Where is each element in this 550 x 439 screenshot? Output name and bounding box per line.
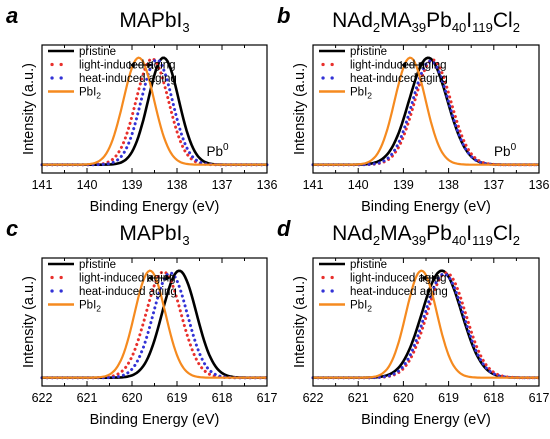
x-tick-label: 621 xyxy=(77,391,98,405)
legend-entry: light-induced aging xyxy=(79,273,176,285)
x-tick-label: 136 xyxy=(257,178,278,192)
x-tick-label: 139 xyxy=(393,178,414,192)
series-heat-induced-aging-line xyxy=(311,272,541,380)
series-light-induced-aging-line xyxy=(311,58,541,167)
panel-title: MAPbI3 xyxy=(119,222,189,248)
legend-entry: pristine xyxy=(79,259,116,271)
panel-d: d NAd2MA39Pb40I119Cl2 pristine light-induce… xyxy=(277,216,549,428)
series-pbi2-line xyxy=(42,269,267,379)
panel-title: NAd2MA39Pb40I119Cl2 xyxy=(332,222,520,248)
shift-arrow-head xyxy=(432,275,438,281)
shift-arrow-head xyxy=(129,62,135,68)
legend-entry: pristine xyxy=(350,46,387,58)
x-tick-label: 618 xyxy=(483,391,504,405)
legend-entry: heat-induced aging xyxy=(79,286,177,298)
x-tick-label: 139 xyxy=(122,178,143,192)
legend-entry: light-induced aging xyxy=(79,60,176,72)
x-tick-label: 141 xyxy=(303,178,324,192)
legend-entry: PbI2 xyxy=(79,87,101,101)
y-axis-label: Intensity (a.u.) xyxy=(21,63,37,155)
x-tick-label: 141 xyxy=(32,178,53,192)
panel-title: MAPbI3 xyxy=(119,9,189,35)
legend-entry: light-induced aging xyxy=(350,273,447,285)
legend-entry: light-induced aging xyxy=(350,60,447,72)
x-tick-label: 618 xyxy=(212,391,233,405)
x-axis-label: Binding Energy (eV) xyxy=(90,199,220,215)
legend-entry: PbI2 xyxy=(79,300,101,314)
panel-letter: b xyxy=(277,3,290,28)
x-tick-label: 617 xyxy=(257,391,278,405)
x-tick-label: 622 xyxy=(32,391,53,405)
x-axis-label: Binding Energy (eV) xyxy=(361,199,491,215)
panel-letter: a xyxy=(6,3,18,28)
legend-entry: heat-induced aging xyxy=(350,286,448,298)
x-tick-label: 620 xyxy=(393,391,414,405)
x-tick-label: 617 xyxy=(529,391,550,405)
shift-arrow-head xyxy=(418,62,424,68)
x-tick-label: 140 xyxy=(348,178,369,192)
y-axis-label: Intensity (a.u.) xyxy=(21,276,37,368)
shift-arrow-head xyxy=(165,275,171,281)
shift-arrow-head xyxy=(147,275,153,281)
x-tick-label: 136 xyxy=(529,178,550,192)
x-tick-label: 140 xyxy=(77,178,98,192)
y-axis-label: Intensity (a.u.) xyxy=(292,276,308,368)
x-axis-label: Binding Energy (eV) xyxy=(90,412,220,428)
legend-entry: pristine xyxy=(79,46,116,58)
x-tick-label: 621 xyxy=(348,391,369,405)
x-tick-label: 138 xyxy=(167,178,188,192)
shift-arrow-head xyxy=(421,275,427,281)
x-tick-label: 137 xyxy=(483,178,504,192)
shift-arrow-head xyxy=(147,62,153,68)
panel-letter: d xyxy=(277,216,291,241)
x-tick-label: 137 xyxy=(212,178,233,192)
panel-title: NAd2MA39Pb40I119Cl2 xyxy=(332,9,520,35)
series-light-induced-aging-line xyxy=(311,271,541,380)
series-heat-induced-aging-line xyxy=(40,58,269,167)
panel-a: a MAPbI3 Pb0 pristine light-induced aginghea… xyxy=(6,3,277,215)
panel-letter: c xyxy=(6,216,18,241)
pb0-annotation: Pb0 xyxy=(206,142,229,159)
series-pbi2-line xyxy=(42,56,267,166)
x-tick-label: 620 xyxy=(122,391,143,405)
legend-entry: heat-induced aging xyxy=(350,73,448,85)
x-tick-label: 619 xyxy=(438,391,459,405)
shift-arrow-head xyxy=(401,62,407,68)
x-tick-label: 138 xyxy=(438,178,459,192)
y-axis-label: Intensity (a.u.) xyxy=(292,63,308,155)
x-tick-label: 619 xyxy=(167,391,188,405)
legend-entry: pristine xyxy=(350,259,387,271)
legend-entry: PbI2 xyxy=(350,300,372,314)
legend-entry: PbI2 xyxy=(350,87,372,101)
panel-b: b NAd2MA39Pb40I119Cl2 Pb0 pristine light-ind… xyxy=(277,3,549,215)
series-pbi2-line xyxy=(313,56,539,166)
pb0-annotation: Pb0 xyxy=(494,142,517,159)
x-tick-label: 622 xyxy=(303,391,324,405)
legend-entry: heat-induced aging xyxy=(79,73,177,85)
series-pbi2-line xyxy=(313,269,539,379)
x-axis-label: Binding Energy (eV) xyxy=(361,412,491,428)
